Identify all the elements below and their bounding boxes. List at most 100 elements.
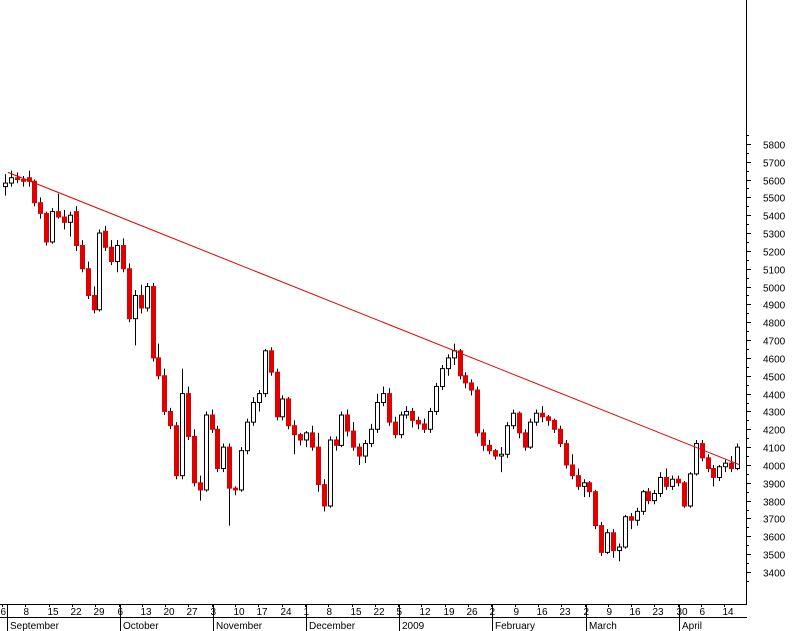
candle-body: [269, 350, 274, 373]
candle-up: [434, 382, 439, 416]
candle-down: [233, 486, 238, 496]
candle-body: [463, 375, 468, 384]
trendline: [7, 171, 741, 466]
candle-down: [32, 179, 37, 207]
candle-up: [688, 472, 693, 508]
candle-body: [351, 430, 356, 448]
y-tick-label: 5700: [763, 159, 786, 170]
candle-down: [215, 425, 220, 473]
candle-body: [151, 286, 156, 359]
candle-body: [251, 402, 256, 423]
candle-up: [204, 411, 209, 492]
x-axis: 6815222961320273101724181522512192629162…: [1, 604, 735, 631]
trendline-layer: [7, 171, 741, 466]
x-tick-label: 16: [630, 607, 642, 618]
candle-body: [517, 412, 522, 434]
candle-up: [363, 439, 368, 464]
candle-down: [481, 429, 486, 451]
candle-down: [80, 240, 85, 273]
candle-up: [528, 418, 533, 449]
candle-down: [156, 343, 161, 380]
candle-up: [446, 354, 451, 376]
y-tick-label: 3700: [763, 515, 786, 526]
candle-down: [570, 454, 575, 480]
candle-down: [387, 388, 392, 426]
candle-up: [257, 390, 262, 412]
candle-body: [239, 450, 244, 491]
candle-up: [221, 443, 226, 473]
candle-down: [729, 456, 734, 473]
x-tick-label: 14: [723, 607, 735, 618]
candle-down: [587, 481, 592, 498]
candle-down: [269, 347, 274, 376]
candle-down: [74, 206, 79, 251]
candle-up: [304, 431, 309, 448]
candle-down: [345, 409, 350, 437]
candle-body: [50, 211, 55, 243]
candle-down: [286, 397, 291, 430]
y-tick-label: 4100: [763, 444, 786, 455]
candle-up: [670, 475, 675, 490]
candle-body: [564, 443, 569, 466]
candle-up: [339, 411, 344, 448]
month-label: 2009: [402, 621, 425, 631]
candle-up: [50, 208, 55, 244]
candle-body: [582, 482, 587, 487]
candle-body: [86, 268, 91, 296]
candle-body: [729, 462, 734, 470]
candle-up: [428, 407, 433, 433]
candle-body: [552, 419, 557, 430]
candle-down: [611, 529, 616, 558]
month-label: February: [495, 621, 535, 631]
candle-up: [617, 543, 622, 562]
candle-body: [198, 482, 203, 491]
x-tick-label: 24: [281, 607, 293, 618]
candle-body: [68, 214, 73, 223]
month-label: October: [123, 621, 159, 631]
candle-body: [245, 421, 250, 452]
month-label: March: [589, 621, 617, 631]
candle-up: [369, 423, 374, 448]
candle-down: [593, 489, 598, 530]
candle-body: [434, 385, 439, 412]
candle-down: [558, 425, 563, 448]
candle-down: [523, 429, 528, 451]
candle-body: [127, 268, 132, 320]
y-tick-label: 4400: [763, 391, 786, 402]
x-tick-label: 30: [677, 607, 689, 618]
y-tick-label: 4000: [763, 462, 786, 473]
candle-up: [381, 386, 386, 407]
candle-up: [717, 464, 722, 482]
candle-down: [174, 422, 179, 480]
candle-down: [463, 372, 468, 389]
candle-body: [375, 402, 380, 430]
y-tick-label: 4300: [763, 408, 786, 419]
candle-body: [186, 393, 191, 437]
candle-up: [505, 422, 510, 458]
x-tick-label: 23: [653, 607, 665, 618]
candle-body: [599, 525, 604, 553]
candle-up: [534, 409, 539, 426]
x-tick-label: 9: [514, 607, 520, 618]
month-label: November: [216, 621, 263, 631]
candle-body: [381, 393, 386, 404]
candle-down: [664, 468, 669, 490]
candle-body: [21, 179, 26, 182]
candles-layer: [3, 170, 740, 562]
candle-up: [68, 211, 73, 237]
candle-up: [623, 514, 628, 549]
candle-body: [410, 410, 415, 421]
y-tick-label: 5500: [763, 194, 786, 205]
candle-down: [15, 172, 20, 184]
candle-down: [475, 386, 480, 437]
month-label: September: [10, 621, 60, 631]
candle-body: [92, 294, 97, 311]
candle-body: [215, 428, 220, 470]
candle-down: [599, 522, 604, 556]
candle-body: [322, 484, 327, 507]
candle-body: [97, 232, 102, 311]
candle-down: [38, 197, 43, 219]
candle-down: [676, 475, 681, 487]
candle-body: [469, 382, 474, 391]
y-tick-label: 4700: [763, 337, 786, 348]
